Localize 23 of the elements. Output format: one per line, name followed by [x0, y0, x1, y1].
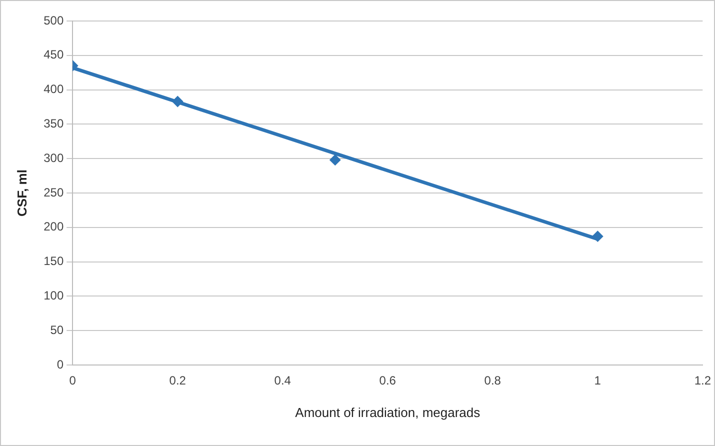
- x-tick-label: 0.8: [484, 374, 502, 388]
- y-tick-label: 150: [44, 254, 64, 268]
- x-tick-label: 0.6: [379, 374, 396, 388]
- point: [172, 96, 184, 107]
- y-tick-label: 250: [44, 185, 64, 200]
- x-tick-label: 1: [594, 374, 602, 388]
- y-tick-label: 200: [44, 220, 64, 234]
- x-tick-label: 0.2: [169, 374, 186, 388]
- y-tick-label: 500: [44, 13, 64, 28]
- y-tick-label: 350: [44, 116, 64, 131]
- y-axis-title: CSF, ml: [14, 170, 30, 216]
- x-tick-label: 0: [69, 374, 76, 388]
- x-tick-label: 0.4: [274, 374, 292, 388]
- x-axis-title: Amount of irradiation, megarads: [295, 404, 481, 420]
- y-tick-label: 450: [44, 48, 64, 62]
- y-tick-label: 400: [44, 82, 64, 96]
- y-tick-label: 50: [50, 322, 64, 337]
- x-tick-label: 1.2: [694, 374, 712, 388]
- y-tick-label: 0: [56, 357, 64, 372]
- point: [330, 154, 341, 166]
- y-tick-label: 100: [44, 288, 64, 303]
- y-tick-label: 300: [44, 150, 64, 165]
- point: [592, 230, 604, 242]
